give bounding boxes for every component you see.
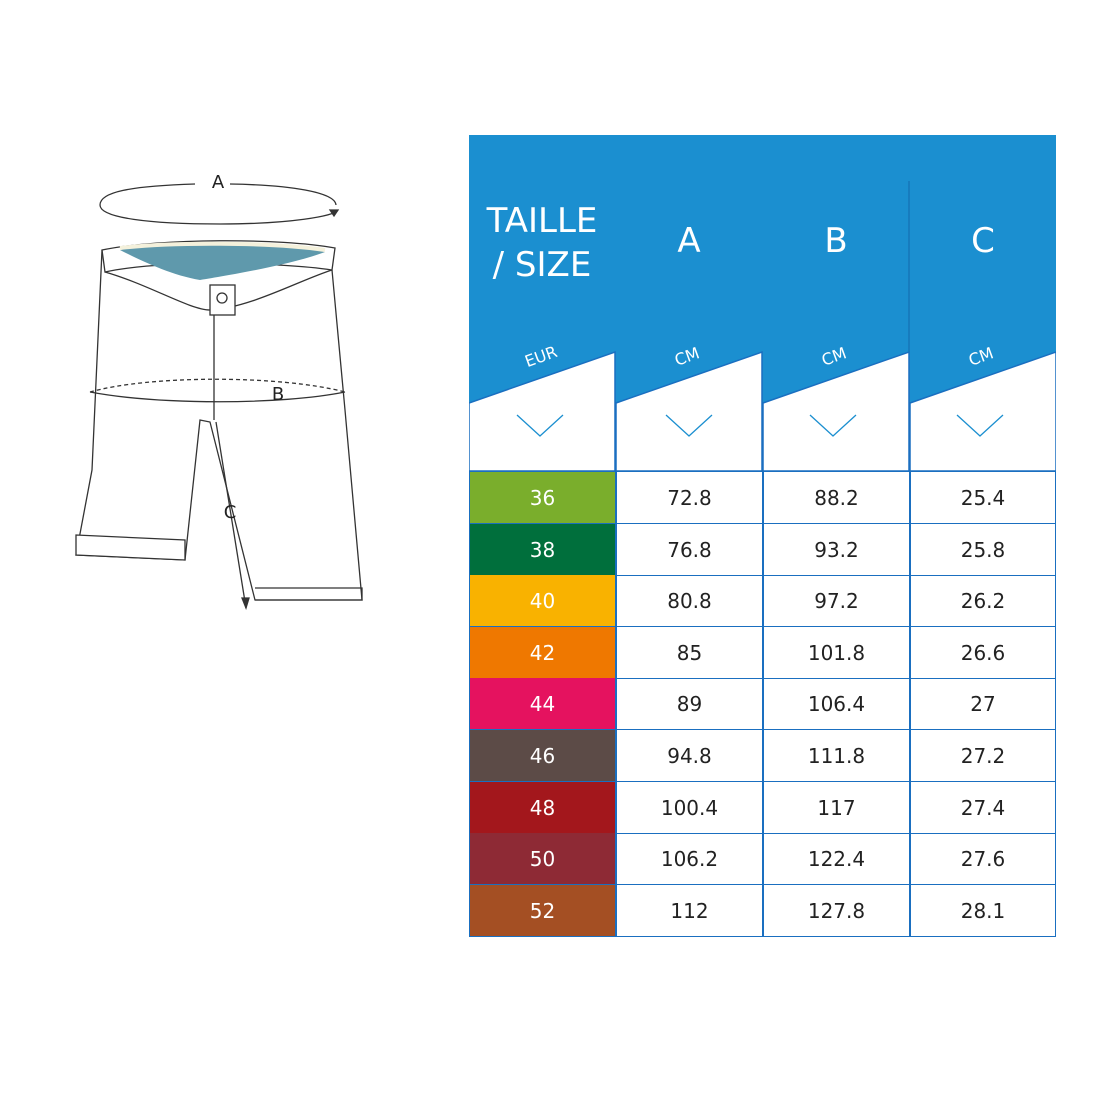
table-row: 40 80.8 97.2 26.2 (469, 575, 1056, 628)
size-cell: 42 (469, 626, 616, 679)
header-size-line2: / SIZE (492, 245, 592, 285)
size-table: TAILLE / SIZE A B C EUR CM CM CM 36 72.8 8… (469, 135, 1056, 937)
size-cell: 52 (469, 884, 616, 937)
measure-c-cell: 28.1 (910, 884, 1056, 937)
measure-c-cell: 27.2 (910, 730, 1056, 782)
measure-b-cell: 101.8 (763, 626, 910, 679)
measure-a-cell: 106.2 (616, 833, 763, 886)
chevron-down-icon (665, 414, 713, 437)
measure-b-cell: 122.4 (763, 833, 910, 886)
measure-b-cell: 117 (763, 781, 910, 834)
table-row: 38 76.8 93.2 25.8 (469, 523, 1056, 576)
measure-b-cell: 111.8 (763, 730, 910, 782)
label-b: B (272, 384, 284, 405)
chevron-down-icon (956, 414, 1004, 437)
size-cell: 48 (469, 781, 616, 834)
size-cell: 38 (469, 523, 616, 576)
waist-measure-arrow (99, 183, 339, 225)
measure-c-cell: 27 (910, 678, 1056, 731)
header-size-line1: TAILLE (486, 201, 598, 241)
table-row: 50 106.2 122.4 27.6 (469, 833, 1056, 886)
measure-a-cell: 85 (616, 626, 763, 679)
measure-c-cell: 27.4 (910, 781, 1056, 834)
table-row: 42 85 101.8 26.6 (469, 626, 1056, 679)
table-row: 44 89 106.4 27 (469, 678, 1056, 731)
size-cell: 36 (469, 472, 616, 524)
header-c: C (971, 221, 995, 261)
size-cell: 40 (469, 575, 616, 628)
measure-a-cell: 80.8 (616, 575, 763, 628)
chevron-down-icon (516, 414, 564, 437)
measure-a-cell: 100.4 (616, 781, 763, 834)
header-b: B (824, 221, 848, 261)
measure-c-cell: 26.2 (910, 575, 1056, 628)
measure-b-cell: 127.8 (763, 884, 910, 937)
label-a: A (212, 172, 225, 193)
measure-a-cell: 94.8 (616, 730, 763, 782)
measure-a-cell: 72.8 (616, 472, 763, 524)
measure-c-cell: 25.8 (910, 523, 1056, 576)
measure-b-cell: 97.2 (763, 575, 910, 628)
label-c: C (224, 502, 237, 523)
measure-a-cell: 89 (616, 678, 763, 731)
table-row: 46 94.8 111.8 27.2 (469, 730, 1056, 782)
table-row: 36 72.8 88.2 25.4 (469, 472, 1056, 524)
chevron-down-icon (809, 414, 857, 437)
measure-b-cell: 106.4 (763, 678, 910, 731)
measure-a-cell: 76.8 (616, 523, 763, 576)
table-header-background (469, 135, 1056, 471)
measure-a-cell: 112 (616, 884, 763, 937)
header-size: TAILLE / SIZE (469, 199, 615, 287)
shorts-illustration: A B C (75, 172, 363, 610)
size-cell: 44 (469, 678, 616, 731)
header-a: A (677, 221, 701, 261)
measure-c-cell: 27.6 (910, 833, 1056, 886)
measure-b-cell: 88.2 (763, 472, 910, 524)
size-cell: 46 (469, 730, 616, 782)
table-body: 36 72.8 88.2 25.4 38 76.8 93.2 25.8 40 80.8 97.2 26… (469, 471, 1056, 937)
measure-c-cell: 26.6 (910, 626, 1056, 679)
measure-b-cell: 93.2 (763, 523, 910, 576)
measure-c-cell: 25.4 (910, 472, 1056, 524)
table-row: 48 100.4 117 27.4 (469, 781, 1056, 834)
size-cell: 50 (469, 833, 616, 886)
table-row: 52 112 127.8 28.1 (469, 884, 1056, 937)
